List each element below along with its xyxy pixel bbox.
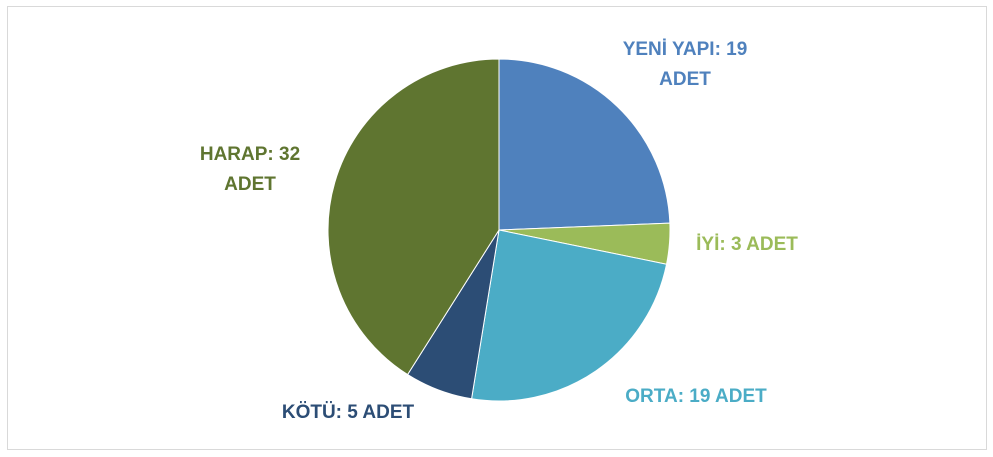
data-label: ORTA: 19 ADET [625,386,767,407]
data-label: HARAP: 32 ADET [199,144,301,195]
pie-slice [327,58,500,376]
data-label: KÖTÜ: 5 ADET [281,402,415,423]
data-label: YENİ YAPI: 19 ADET [622,39,748,90]
data-label: İYİ: 3 ADET [696,234,798,255]
pie-slice [470,229,668,402]
pie-slice [498,58,671,231]
